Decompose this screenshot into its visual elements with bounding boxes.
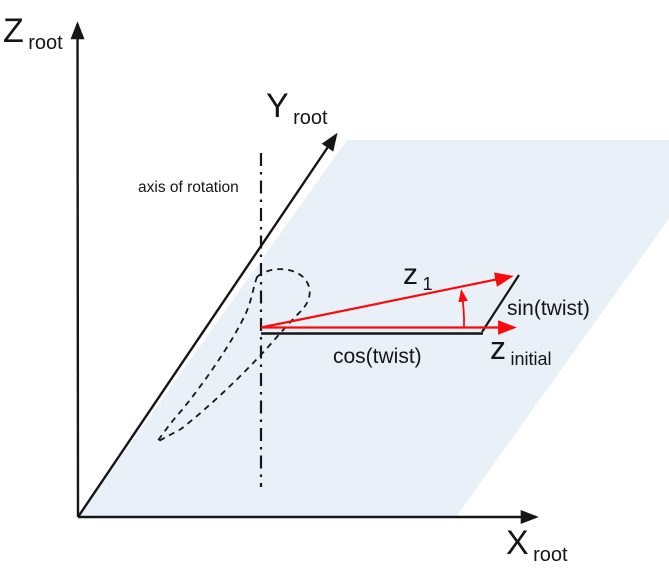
cos-twist-label: cos(twist) [333,345,422,368]
y-root-axis [77,132,338,518]
twist-angle-arc [458,289,468,328]
z-root-label-sub: root [28,32,63,54]
y-root-label: Y root [266,87,328,129]
x-root-label-sub: root [533,544,568,566]
z1-label-sub: 1 [422,274,432,294]
z1-vector [260,272,514,329]
z-root-label-main: Z [3,12,24,50]
z1-label: z 1 [403,258,432,294]
z-initial-label-sub: initial [510,349,551,369]
y-root-label-main: Y [266,87,289,125]
sin-twist-label: sin(twist) [507,297,590,320]
blade-airfoil-outline [156,268,311,443]
z-root-axis [70,21,85,518]
axis-of-rotation-label: axis of rotation [138,179,239,196]
x-root-label: X root [506,524,568,566]
z-initial-label-main: z [490,330,506,366]
z1-label-main: z [403,258,418,291]
y-root-label-sub: root [293,107,328,129]
z-initial-label: z initial [490,330,551,369]
x-root-label-main: X [506,524,529,562]
z-root-label: Z root [3,12,63,54]
